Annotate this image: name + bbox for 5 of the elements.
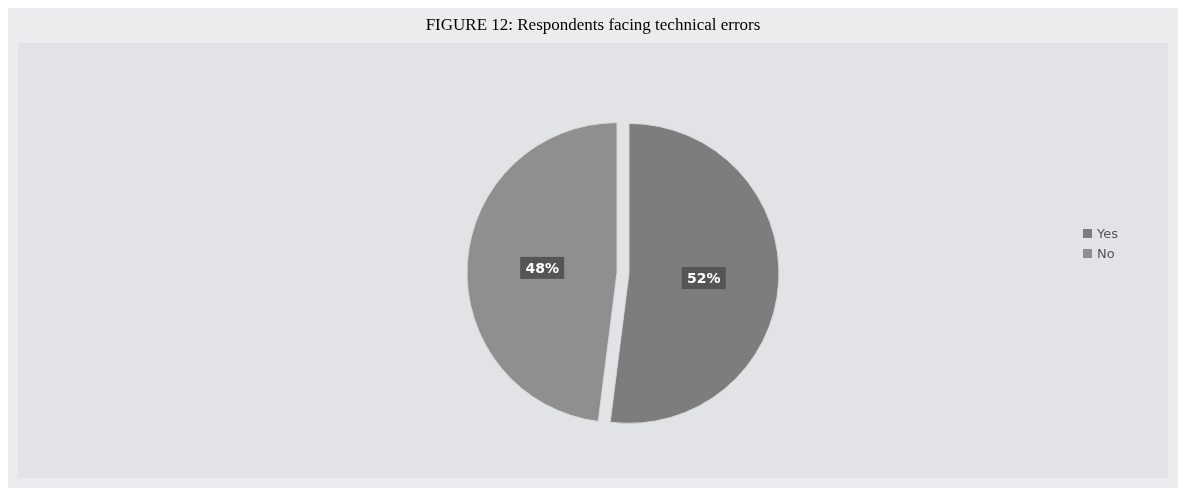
legend-label: Yes [1096,226,1119,241]
data-label: 48% [525,259,559,276]
data-label: 52% [687,270,721,287]
chart-title: FIGURE 12: Respondents facing technical errors [425,15,761,34]
legend-label: No [1097,246,1115,261]
